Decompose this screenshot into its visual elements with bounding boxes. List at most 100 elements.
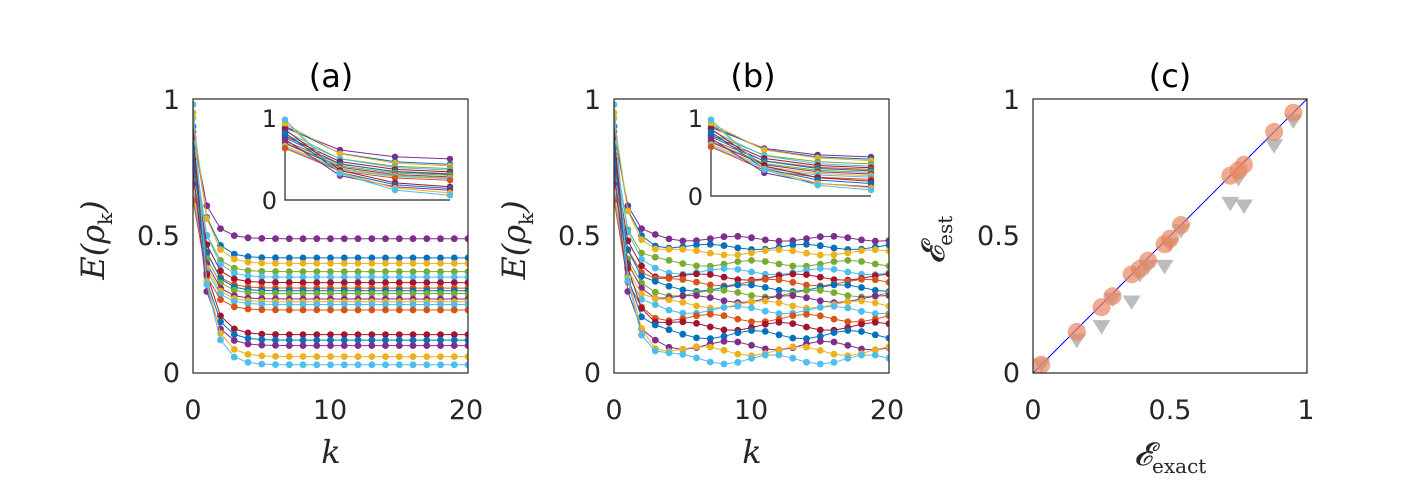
panel-b-series-2-point-6 bbox=[693, 247, 700, 255]
panel-a-xtick-0: 0 bbox=[184, 395, 201, 426]
panel-a-series-0-point-11 bbox=[340, 235, 348, 243]
panel-a-series-15-point-11 bbox=[340, 342, 348, 349]
panel-c-xtick-0: 0 bbox=[1024, 395, 1041, 426]
panel-b-series-15-point-3 bbox=[651, 336, 659, 344]
panel-a-series-17-point-10 bbox=[327, 361, 334, 369]
panel-b-series-8-point-9 bbox=[734, 289, 742, 296]
panel-b-series-17-point-10 bbox=[748, 355, 755, 362]
panel-a-series-5-point-17 bbox=[423, 279, 431, 286]
panel-a-series-14-point-13 bbox=[368, 336, 376, 344]
panel-a-series-17-point-13 bbox=[368, 361, 376, 369]
panel-b-series-6-point-19 bbox=[871, 276, 879, 284]
panel-b-series-3-point-5 bbox=[679, 260, 687, 267]
panel-a-inset-point-12-3 bbox=[446, 177, 454, 184]
panel-a-series-1-point-11 bbox=[340, 254, 348, 262]
panel-a-series-14-point-9 bbox=[313, 336, 321, 344]
panel-a-inset-line-2 bbox=[284, 123, 451, 167]
panel-a-series-5-point-10 bbox=[327, 279, 334, 286]
panel-b-series-17-point-2 bbox=[638, 331, 645, 339]
panel-a-inset-line-12 bbox=[284, 147, 451, 181]
panel-a-series-16-point-12 bbox=[354, 353, 362, 360]
panel-a-series-4-point-9 bbox=[313, 273, 321, 281]
panel-a-inset-point-12-2 bbox=[391, 174, 399, 182]
panel-a-series-14-point-14 bbox=[382, 336, 389, 344]
panel-a-series-12-point-14 bbox=[382, 306, 389, 314]
panel-b-series-14-point-12 bbox=[775, 331, 783, 339]
panel-b-series-2-point-1 bbox=[624, 207, 632, 215]
panel-b-series-2-point-5 bbox=[679, 245, 687, 253]
panel-b-series-12-point-6 bbox=[693, 312, 700, 320]
panel-b-series-13-point-20 bbox=[885, 320, 889, 328]
panel-b-inset: 10 bbox=[688, 105, 875, 211]
panel-b-series-12-point-10 bbox=[748, 318, 755, 326]
panel-a-series-17-point-20 bbox=[464, 361, 468, 369]
panel-a-inset-line-13 bbox=[284, 129, 451, 188]
panel-a-inset-point-0-2 bbox=[391, 153, 399, 160]
panel-b-series-3-point-18 bbox=[858, 258, 865, 265]
panel-a-inset-point-17-0 bbox=[281, 116, 289, 123]
panel-a-series-3-point-12 bbox=[354, 268, 362, 275]
panel-a-series-11-point-15 bbox=[395, 301, 403, 308]
panel-b-inset-line-9 bbox=[710, 141, 872, 175]
panel-a-series-16-point-11 bbox=[340, 353, 348, 360]
panel-b-series-1-point-16 bbox=[830, 244, 838, 252]
panel-b-inset-line-5 bbox=[710, 134, 872, 169]
panel-a-series-17-point-6 bbox=[272, 361, 279, 368]
panel-a-series-5-point-20 bbox=[464, 279, 468, 286]
panel-a-series-3-point-20 bbox=[464, 268, 468, 275]
panel-a-inset-point-15-0 bbox=[281, 136, 289, 143]
panel-a-series-12-point-10 bbox=[327, 306, 334, 314]
panel-b-inset-point-15-0 bbox=[707, 135, 715, 142]
panel-a-inset-line-5 bbox=[284, 135, 451, 173]
panel-a-series-1-point-19 bbox=[450, 254, 458, 262]
panel-a-inset-line-1 bbox=[284, 125, 451, 165]
panel-a-series-8-point-3 bbox=[230, 286, 238, 294]
panel-c-triangle-12 bbox=[1234, 199, 1253, 214]
panel-a-series-15-point-12 bbox=[354, 342, 362, 349]
panel-b-series-16-point-13 bbox=[789, 343, 797, 351]
panel-a-inset-point-0-3 bbox=[446, 155, 454, 163]
panel-c-triangle-10 bbox=[1221, 196, 1240, 212]
panel-a-series-8-point-12 bbox=[354, 290, 362, 297]
panel-a-xtick-20: 20 bbox=[449, 395, 483, 426]
panel-a-series-17-point-7 bbox=[285, 361, 293, 369]
panel-a-series-4-point-17 bbox=[423, 273, 431, 281]
panel-a-series-11-point-16 bbox=[409, 301, 417, 308]
panel-b-series-9-point-8 bbox=[720, 297, 728, 305]
panel-b-series-11-point-19 bbox=[871, 310, 879, 317]
panel-a-series-14-point-16 bbox=[409, 336, 417, 344]
panel-a-series-5-point-5 bbox=[258, 278, 266, 286]
panel-a-series-11-point-14 bbox=[382, 301, 389, 308]
panel-a-series-14-point-20 bbox=[464, 336, 468, 344]
panel-b-series-9-point-6 bbox=[693, 292, 700, 299]
panel-b-series-0-point-14 bbox=[803, 235, 810, 243]
panel-b-series-0-point-8 bbox=[720, 233, 728, 241]
panel-c-ylabel: 𝓔est bbox=[914, 216, 957, 264]
panel-a-series-5-point-15 bbox=[395, 279, 403, 286]
panel-a-series-4-point-7 bbox=[285, 273, 293, 281]
panel-a-series-11-point-10 bbox=[327, 301, 334, 308]
panel-b-series-5-point-15 bbox=[816, 273, 824, 281]
panel-b-series-4-point-16 bbox=[830, 266, 838, 273]
panel-b-series-6-point-6 bbox=[693, 278, 700, 286]
panel-a-series-15-point-8 bbox=[299, 342, 307, 349]
panel-b-series-2-point-18 bbox=[858, 247, 865, 255]
panel-b-series-5-point-13 bbox=[789, 270, 797, 278]
panel-c-xtick-0.5: 0.5 bbox=[1149, 395, 1192, 426]
panel-a-series-12-point-0 bbox=[193, 197, 197, 204]
panel-a-series-13-point-14 bbox=[382, 331, 389, 338]
panel-b-series-11-point-11 bbox=[761, 307, 769, 315]
panel-b-series-14-point-3 bbox=[651, 321, 659, 329]
panel-c-circle-3 bbox=[1103, 287, 1122, 306]
panel-b-series-0-point-10 bbox=[748, 234, 755, 242]
panel-a-series-0-point-10 bbox=[327, 235, 334, 243]
panel-b-series-13-point-5 bbox=[679, 318, 687, 326]
panel-b-inset-point-17-1 bbox=[761, 166, 768, 173]
panel-b-series-10-point-13 bbox=[789, 302, 797, 310]
panel-b-series-16-point-5 bbox=[679, 345, 687, 353]
panel-a-series-14-point-15 bbox=[395, 336, 403, 344]
panel-b-series-11-point-3 bbox=[651, 301, 659, 308]
panel-a-series-4-point-15 bbox=[395, 273, 403, 281]
panel-c-circle-0 bbox=[1032, 355, 1051, 374]
panel-b-inset-line-16 bbox=[710, 121, 872, 189]
